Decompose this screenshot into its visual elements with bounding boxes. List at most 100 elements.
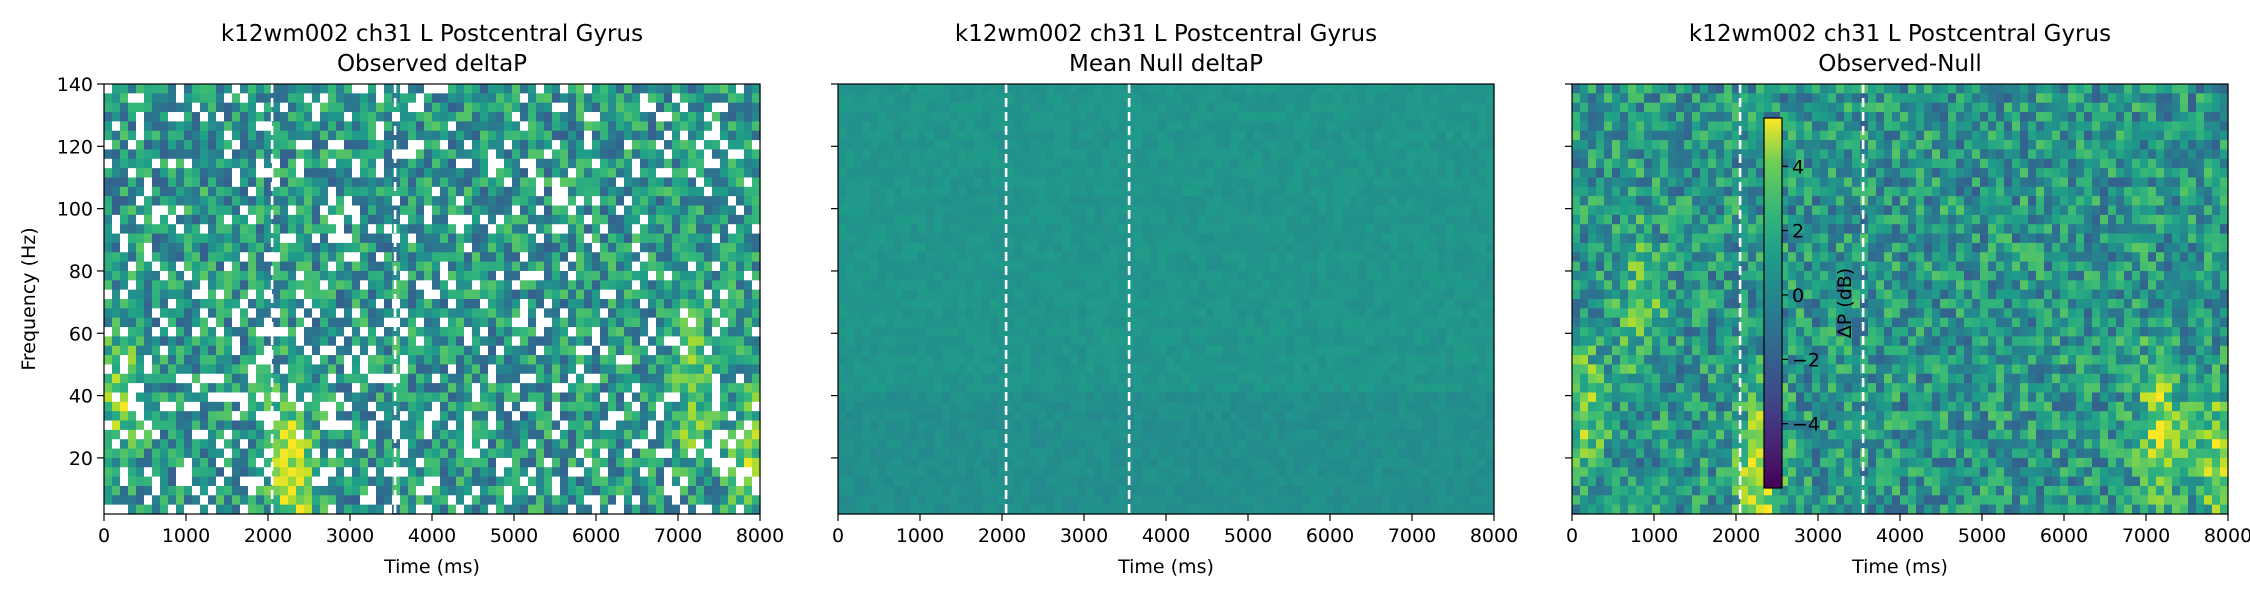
heatmap-cell xyxy=(504,345,513,356)
heatmap-cell xyxy=(384,467,393,478)
heatmap-cell xyxy=(616,383,625,394)
heatmap-cell xyxy=(240,196,249,207)
heatmap-cell xyxy=(846,93,855,104)
heatmap-cell xyxy=(328,327,337,337)
heatmap-cell xyxy=(176,467,185,478)
heatmap-cell xyxy=(288,102,297,113)
heatmap-cell xyxy=(224,84,233,94)
heatmap-cell xyxy=(934,158,943,169)
heatmap-cell xyxy=(1486,130,1495,141)
heatmap-cell xyxy=(360,401,369,412)
heatmap-cell xyxy=(312,429,321,440)
heatmap-cell xyxy=(878,102,887,113)
heatmap-cell xyxy=(728,261,737,272)
heatmap-cell xyxy=(1054,186,1063,197)
heatmap-cell xyxy=(104,429,113,440)
heatmap-cell xyxy=(560,429,569,440)
heatmap-cell xyxy=(632,242,641,253)
heatmap-cell xyxy=(696,364,705,375)
heatmap-cell xyxy=(344,467,353,478)
heatmap-cell xyxy=(728,364,737,375)
heatmap-cell xyxy=(1414,112,1423,122)
heatmap-cell xyxy=(624,495,633,506)
heatmap-cell xyxy=(512,476,521,487)
heatmap-cell xyxy=(240,270,249,281)
heatmap-cell xyxy=(408,242,417,253)
heatmap-cell xyxy=(744,420,753,431)
heatmap-cell xyxy=(1054,84,1063,94)
heatmap-cell xyxy=(640,504,649,515)
heatmap-cell xyxy=(448,476,457,487)
heatmap-cell xyxy=(472,373,481,384)
heatmap-cell xyxy=(224,177,233,188)
heatmap-cell xyxy=(1446,158,1455,169)
heatmap-cell xyxy=(1046,102,1055,113)
heatmap-cell xyxy=(456,355,465,366)
heatmap-cell xyxy=(640,439,649,450)
heatmap-cell xyxy=(528,196,537,207)
heatmap-cell xyxy=(1294,130,1303,141)
heatmap-cell xyxy=(1350,168,1359,179)
heatmap-cell xyxy=(368,392,377,403)
heatmap-cell xyxy=(296,252,305,263)
heatmap-cell xyxy=(216,93,225,104)
heatmap-cell xyxy=(344,420,353,431)
heatmap-cell xyxy=(128,448,137,459)
heatmap-cell xyxy=(1270,168,1279,179)
heatmap-cell xyxy=(128,177,137,188)
heatmap-cell xyxy=(544,336,553,347)
heatmap-cell xyxy=(152,383,161,394)
heatmap-cell xyxy=(384,373,393,384)
heatmap-cell xyxy=(272,299,281,309)
heatmap-cell xyxy=(384,186,393,197)
heatmap-cell xyxy=(528,280,537,291)
heatmap-cell xyxy=(704,392,713,403)
heatmap-cell xyxy=(520,504,529,515)
heatmap-cell xyxy=(120,130,129,141)
heatmap-cell xyxy=(400,289,409,300)
heatmap-cell xyxy=(408,168,417,179)
heatmap-cell xyxy=(304,504,313,515)
heatmap-cell xyxy=(440,289,449,300)
heatmap-cell xyxy=(104,401,113,412)
heatmap-cell xyxy=(280,149,289,160)
heatmap-cell xyxy=(664,504,673,515)
heatmap-cell xyxy=(432,121,441,132)
heatmap-cell xyxy=(192,364,201,375)
heatmap-cell xyxy=(200,392,209,403)
heatmap-cell xyxy=(464,392,473,403)
heatmap-cell xyxy=(200,280,209,291)
heatmap-cell xyxy=(728,102,737,113)
heatmap-cell xyxy=(974,214,983,225)
heatmap-cell xyxy=(950,168,959,179)
heatmap-cell xyxy=(942,196,951,207)
heatmap-cell xyxy=(152,392,161,403)
heatmap-cell xyxy=(1006,158,1015,169)
heatmap-cell xyxy=(152,345,161,356)
heatmap-cell xyxy=(128,93,137,104)
heatmap-cell xyxy=(304,308,313,319)
heatmap-cell xyxy=(168,177,177,188)
heatmap-cell xyxy=(576,485,585,496)
heatmap-cell xyxy=(624,392,633,403)
heatmap-cell xyxy=(424,336,433,347)
heatmap-cell xyxy=(352,317,361,328)
heatmap-cell xyxy=(408,392,417,403)
heatmap-cell xyxy=(128,504,137,515)
heatmap-cell xyxy=(512,345,521,356)
heatmap-cell xyxy=(368,289,377,300)
heatmap-cell xyxy=(520,411,529,422)
heatmap-cell xyxy=(958,214,967,225)
heatmap-cell xyxy=(624,177,633,188)
heatmap-cell xyxy=(456,327,465,337)
heatmap-cell xyxy=(368,280,377,291)
heatmap-cell xyxy=(584,158,593,169)
heatmap-cell xyxy=(232,121,241,132)
heatmap-cell xyxy=(448,299,457,309)
heatmap-cell xyxy=(838,84,847,94)
heatmap-cell xyxy=(664,130,673,141)
heatmap-cell xyxy=(1094,158,1103,169)
heatmap-cell xyxy=(128,411,137,422)
heatmap-cell xyxy=(488,336,497,347)
heatmap-cell xyxy=(224,112,233,122)
